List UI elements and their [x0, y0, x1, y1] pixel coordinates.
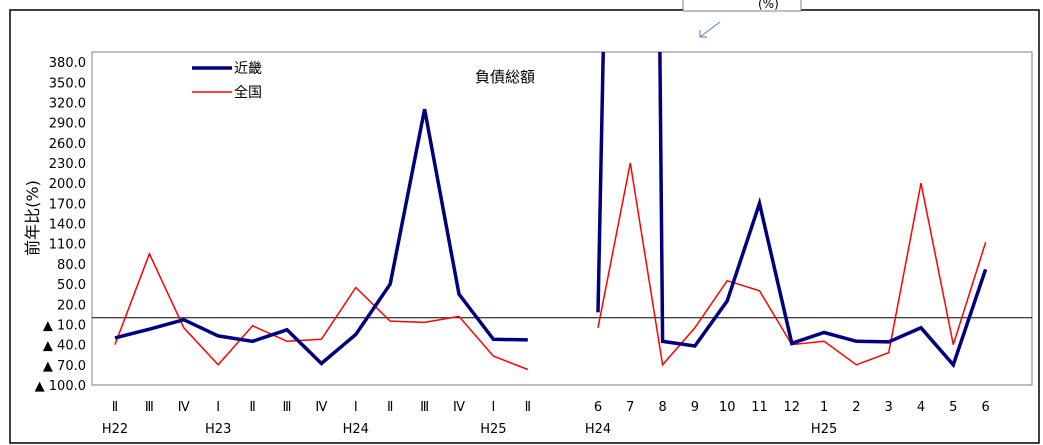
- x-year-label: H22: [102, 422, 128, 437]
- y-tick-label: 170.0: [49, 197, 86, 212]
- x-category-label: 6: [981, 400, 989, 415]
- chart-title: 負債総額: [475, 68, 535, 86]
- x-category-label: Ⅰ: [491, 400, 495, 415]
- x-category-label: 4: [917, 400, 925, 415]
- y-tick-label: 320.0: [49, 96, 86, 111]
- x-category-label: Ⅰ: [354, 400, 358, 415]
- x-category-label: 5: [949, 400, 957, 415]
- x-year-label: H24: [343, 422, 369, 437]
- y-tick-label: ▲ 100.0: [35, 379, 86, 394]
- x-category-label: 9: [691, 400, 699, 415]
- x-category-label: 8: [658, 400, 666, 415]
- y-tick-label: 140.0: [49, 218, 86, 233]
- x-category-label: Ⅲ: [145, 400, 154, 415]
- x-category-label: Ⅱ: [112, 400, 118, 415]
- x-category-label: 7: [626, 400, 634, 415]
- y-tick-label: 50.0: [57, 278, 86, 293]
- legend-label-kinki: 近畿: [234, 61, 262, 77]
- series-line-kinki: [114, 108, 528, 366]
- x-year-label: H24: [585, 422, 611, 437]
- x-category-label: Ⅱ: [525, 400, 531, 415]
- callout-box: [682, 0, 802, 12]
- x-category-label: Ⅳ: [453, 400, 465, 415]
- x-category-label: 2: [852, 400, 860, 415]
- y-tick-label: 200.0: [49, 177, 86, 192]
- x-category-label: 10: [719, 400, 736, 415]
- x-year-label: H25: [811, 422, 837, 437]
- y-tick-label: 230.0: [49, 157, 86, 172]
- x-category-label: Ⅳ: [315, 400, 327, 415]
- x-category-label: 12: [784, 400, 801, 415]
- y-tick-label: 80.0: [57, 258, 86, 273]
- callout-arrow: [699, 21, 721, 38]
- x-category-label: 6: [594, 400, 602, 415]
- y-tick-label: 380.0: [49, 56, 86, 71]
- y-tick-label: ▲ 40.0: [43, 339, 86, 354]
- y-tick-label: ▲ 10.0: [43, 318, 86, 333]
- y-tick-label: 110.0: [49, 238, 86, 253]
- series-layer: [114, 52, 988, 371]
- x-category-label: Ⅱ: [249, 400, 255, 415]
- y-tick-label: ▲ 70.0: [43, 359, 86, 374]
- y-axis-ticks: ▲ 100.0 ▲ 70.0 ▲ 40.0 ▲ 10.0 20.0 50.0 80.0 110…: [35, 56, 86, 394]
- y-tick-label: 260.0: [49, 137, 86, 152]
- x-category-label: 11: [751, 400, 768, 415]
- x-category-label: Ⅱ: [387, 400, 393, 415]
- y-tick-label: 290.0: [49, 117, 86, 132]
- y-tick-label: 20.0: [57, 298, 86, 313]
- legend-label-national: 全国: [234, 84, 262, 101]
- x-category-label: Ⅲ: [283, 400, 292, 415]
- x-category-label: Ⅳ: [178, 400, 190, 415]
- series-line-national: [114, 251, 529, 371]
- y-tick-label: 350.0: [49, 76, 86, 91]
- callout-text: (%): [758, 0, 779, 11]
- x-axis-years: H22 H23 H24 H25 H24 H25: [102, 422, 837, 437]
- legend-box: [180, 55, 292, 110]
- x-category-label: Ⅲ: [420, 400, 429, 415]
- series-line-kinki: [596, 52, 988, 369]
- x-axis-categories: Ⅱ Ⅲ Ⅳ Ⅰ Ⅱ Ⅲ Ⅳ Ⅰ Ⅱ Ⅲ Ⅳ Ⅰ Ⅱ 6 7 8 9 10 11 12 1 2 3 4 5 6: [112, 400, 990, 415]
- x-category-label: 1: [820, 400, 828, 415]
- legend: 近畿 全国: [180, 55, 292, 110]
- x-category-label: Ⅰ: [216, 400, 220, 415]
- x-category-label: 3: [885, 400, 893, 415]
- y-axis-label: 前年比(%): [23, 180, 42, 256]
- x-year-label: H23: [205, 422, 231, 437]
- x-year-label: H25: [480, 422, 506, 437]
